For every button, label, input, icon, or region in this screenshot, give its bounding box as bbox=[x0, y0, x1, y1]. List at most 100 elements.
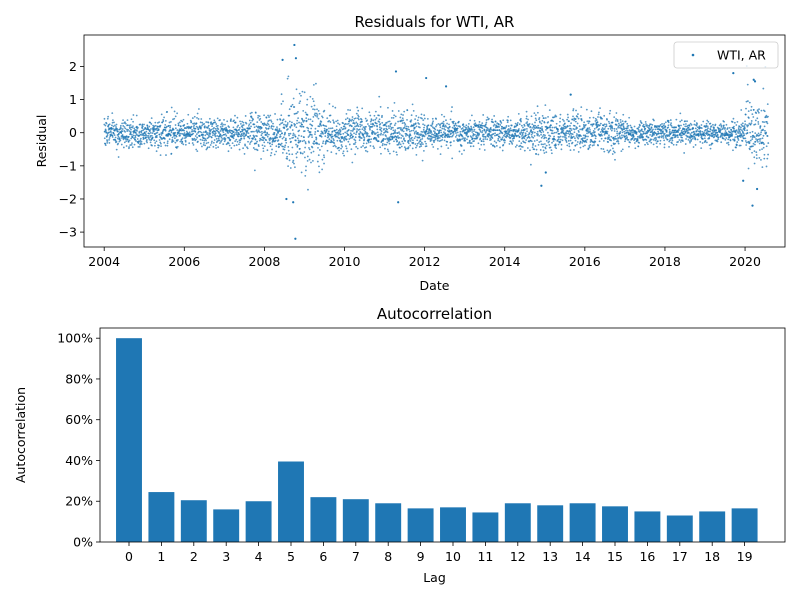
residual-point bbox=[406, 134, 409, 137]
residual-point bbox=[596, 121, 599, 123]
residual-point bbox=[580, 119, 583, 122]
residual-point bbox=[408, 136, 411, 139]
residual-point bbox=[634, 147, 637, 150]
residual-point bbox=[559, 140, 562, 143]
residual-point bbox=[147, 134, 150, 137]
residual-point bbox=[400, 113, 403, 116]
residual-point bbox=[375, 122, 378, 125]
residual-point bbox=[369, 144, 372, 147]
legend: WTI, AR bbox=[673, 41, 779, 69]
residual-point bbox=[393, 124, 396, 127]
residual-point bbox=[501, 149, 504, 152]
residual-point bbox=[736, 143, 738, 146]
residual-point bbox=[547, 115, 549, 118]
residual-point bbox=[165, 154, 167, 156]
residual-point bbox=[348, 143, 351, 146]
residual-point bbox=[300, 135, 303, 138]
residual-point bbox=[317, 147, 319, 149]
residual-point bbox=[189, 135, 192, 138]
residual-point bbox=[616, 130, 619, 133]
residual-point bbox=[680, 129, 683, 132]
residual-point bbox=[620, 150, 623, 153]
residual-point bbox=[557, 130, 559, 133]
residual-point bbox=[703, 131, 705, 134]
residual-point bbox=[318, 165, 320, 168]
residual-point bbox=[717, 129, 720, 131]
residual-point bbox=[474, 131, 477, 134]
residual-point bbox=[677, 131, 680, 134]
residual-point bbox=[621, 120, 624, 123]
residual-point bbox=[312, 159, 314, 162]
residual-point bbox=[325, 142, 327, 144]
residual-point bbox=[282, 100, 284, 103]
residual-point bbox=[742, 125, 745, 128]
residual-point bbox=[333, 122, 335, 124]
residual-point bbox=[654, 139, 657, 142]
residual-point bbox=[186, 135, 188, 138]
residual-point bbox=[529, 149, 531, 152]
residual-point bbox=[477, 142, 480, 145]
residual-point bbox=[622, 122, 625, 125]
residual-point bbox=[356, 128, 358, 130]
residual-point bbox=[540, 136, 543, 139]
residual-point bbox=[212, 132, 215, 135]
residual-point bbox=[114, 124, 116, 127]
residual-point bbox=[761, 148, 763, 151]
residual-point bbox=[247, 124, 250, 127]
residual-point bbox=[493, 129, 495, 132]
residual-point bbox=[467, 135, 469, 138]
residual-point bbox=[576, 143, 578, 146]
residual-point bbox=[323, 162, 325, 165]
residual-point bbox=[668, 145, 670, 148]
residual-point bbox=[291, 121, 293, 124]
residual-point bbox=[532, 142, 535, 145]
residual-point bbox=[281, 132, 283, 135]
residual-point bbox=[431, 143, 434, 146]
residual-point bbox=[570, 129, 573, 131]
residual-point bbox=[649, 133, 652, 136]
residual-point bbox=[318, 112, 321, 115]
residual-point bbox=[179, 125, 182, 127]
residual-point bbox=[173, 117, 176, 120]
residual-point bbox=[455, 134, 458, 137]
residual-point bbox=[440, 131, 443, 134]
residual-point bbox=[267, 123, 270, 126]
residual-point bbox=[209, 132, 212, 135]
residual-point bbox=[503, 141, 506, 144]
residual-point bbox=[298, 102, 301, 104]
residual-point bbox=[182, 143, 185, 146]
residual-point bbox=[437, 136, 440, 139]
residual-outlier-point bbox=[753, 80, 757, 83]
residual-point bbox=[671, 136, 674, 139]
residual-point bbox=[745, 107, 747, 110]
residual-point bbox=[320, 145, 323, 148]
lag-tick-label: 16 bbox=[639, 549, 655, 564]
residual-point bbox=[721, 134, 724, 137]
residual-point bbox=[712, 123, 714, 126]
residual-point bbox=[561, 118, 564, 121]
residual-point bbox=[312, 100, 315, 103]
residual-point bbox=[257, 145, 260, 148]
residual-point bbox=[366, 150, 369, 153]
residual-point bbox=[387, 125, 390, 127]
residual-point bbox=[710, 125, 713, 128]
autocorrelation-bar bbox=[699, 511, 726, 542]
residual-point bbox=[238, 148, 241, 151]
residual-point bbox=[164, 124, 167, 126]
residual-point bbox=[455, 124, 458, 127]
residual-point bbox=[195, 133, 198, 136]
residual-point bbox=[181, 120, 184, 123]
residual-point bbox=[586, 132, 588, 135]
residual-point bbox=[244, 115, 247, 117]
residual-point bbox=[149, 121, 152, 124]
residual-point bbox=[160, 133, 163, 136]
residual-point bbox=[201, 145, 203, 148]
residual-point bbox=[350, 133, 353, 136]
residual-point bbox=[401, 128, 404, 131]
residual-point bbox=[339, 139, 342, 142]
residual-point bbox=[297, 117, 300, 120]
residual-point bbox=[405, 127, 408, 130]
residual-point bbox=[327, 140, 330, 143]
residual-point bbox=[322, 154, 325, 157]
residual-point bbox=[565, 132, 568, 135]
